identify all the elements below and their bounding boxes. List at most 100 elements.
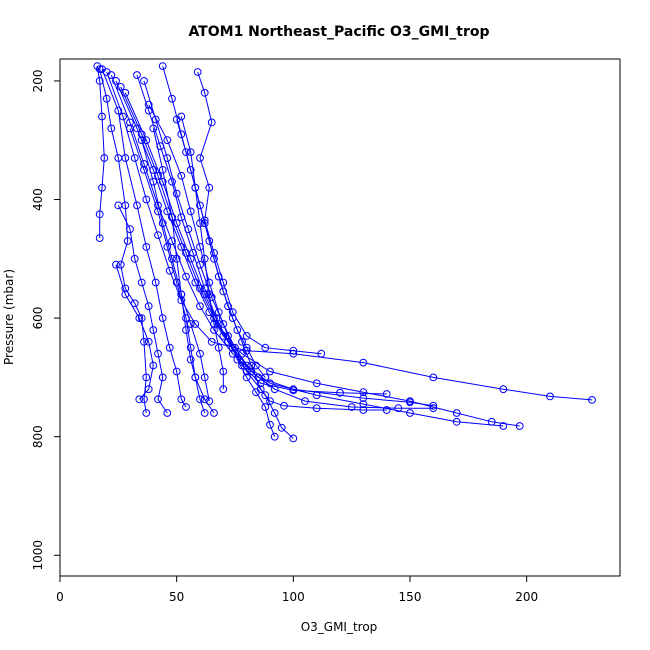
data-point	[186, 355, 195, 364]
data-point	[247, 361, 256, 370]
data-point	[95, 210, 104, 219]
profile-series	[98, 65, 190, 411]
plot-area	[93, 62, 596, 443]
data-point	[172, 254, 181, 263]
data-point	[219, 287, 228, 296]
data-point	[515, 422, 524, 430]
data-point	[200, 88, 209, 97]
data-point	[261, 391, 270, 400]
data-point	[149, 361, 158, 370]
data-point	[499, 385, 508, 394]
data-point	[135, 395, 144, 404]
data-point	[317, 349, 326, 358]
data-point	[336, 388, 344, 397]
data-point	[210, 249, 218, 257]
series-line	[197, 71, 322, 355]
series-line	[180, 116, 224, 390]
x-tick-label: 150	[399, 590, 422, 604]
data-point	[256, 379, 265, 388]
data-point	[158, 219, 167, 228]
data-point	[200, 254, 209, 263]
chart-title: ATOM1 Northeast_Pacific O3_GMI_trop	[188, 24, 489, 40]
data-point	[191, 278, 200, 287]
data-point	[193, 68, 202, 76]
data-point	[102, 94, 111, 103]
x-axis-label: O3_GMI_trop	[301, 620, 378, 634]
data-point	[266, 420, 274, 429]
data-point	[242, 332, 251, 340]
data-point	[130, 299, 139, 308]
data-point	[121, 290, 130, 299]
data-point	[359, 394, 368, 403]
data-point	[242, 343, 251, 352]
profile-series	[140, 77, 438, 413]
data-point	[200, 219, 209, 228]
data-point	[196, 395, 204, 404]
data-point	[130, 254, 139, 263]
data-point	[177, 112, 186, 121]
data-point	[142, 136, 151, 145]
y-axis: 200 400 600 800 1000	[31, 69, 60, 571]
data-point	[347, 403, 356, 411]
data-point	[207, 337, 216, 346]
data-point	[158, 62, 167, 70]
data-point	[191, 373, 200, 382]
data-point	[119, 112, 127, 121]
data-point	[144, 100, 153, 109]
data-point	[219, 278, 228, 287]
y-tick-label: 400	[31, 188, 45, 211]
series-line	[99, 68, 147, 414]
data-point	[121, 284, 130, 293]
data-point	[210, 320, 218, 328]
data-point	[154, 349, 162, 358]
profile-series	[112, 260, 158, 404]
data-point	[261, 403, 270, 411]
y-tick-label: 200	[31, 69, 45, 92]
data-point	[186, 166, 195, 174]
data-point	[233, 355, 242, 364]
data-point	[312, 404, 321, 413]
profile-series	[193, 68, 326, 358]
data-point	[121, 154, 130, 162]
data-point	[394, 404, 403, 413]
data-point	[177, 290, 186, 299]
data-point	[95, 77, 104, 85]
data-point	[95, 234, 104, 243]
series-line	[101, 68, 187, 408]
data-point	[172, 189, 181, 198]
y-axis-label: Pressure (mbar)	[2, 269, 16, 365]
data-point	[429, 404, 438, 413]
profile-series	[121, 88, 298, 443]
data-point	[142, 243, 151, 251]
profile-series	[112, 77, 524, 430]
data-point	[142, 195, 151, 204]
data-point	[289, 434, 298, 443]
data-point	[186, 343, 195, 352]
data-point	[382, 390, 391, 398]
data-point	[247, 367, 256, 376]
data-point	[144, 385, 153, 394]
data-point	[151, 278, 160, 287]
data-point	[546, 392, 554, 401]
data-point	[140, 337, 148, 346]
data-point	[207, 118, 216, 127]
y-tick-label: 600	[31, 307, 45, 330]
data-point	[266, 397, 274, 406]
data-point	[224, 337, 232, 346]
data-point	[140, 395, 148, 404]
data-point	[116, 83, 125, 91]
data-point	[182, 148, 190, 157]
x-tick-label: 200	[515, 590, 538, 604]
data-point	[238, 361, 246, 370]
data-point	[231, 343, 239, 352]
data-point	[228, 343, 237, 352]
data-point	[107, 124, 116, 133]
data-point	[123, 237, 132, 245]
data-point	[256, 385, 265, 394]
data-point	[359, 388, 368, 397]
data-point	[196, 201, 204, 210]
y-tick-label: 800	[31, 425, 45, 448]
data-point	[191, 320, 200, 328]
data-point	[277, 423, 286, 432]
data-point	[121, 88, 130, 97]
